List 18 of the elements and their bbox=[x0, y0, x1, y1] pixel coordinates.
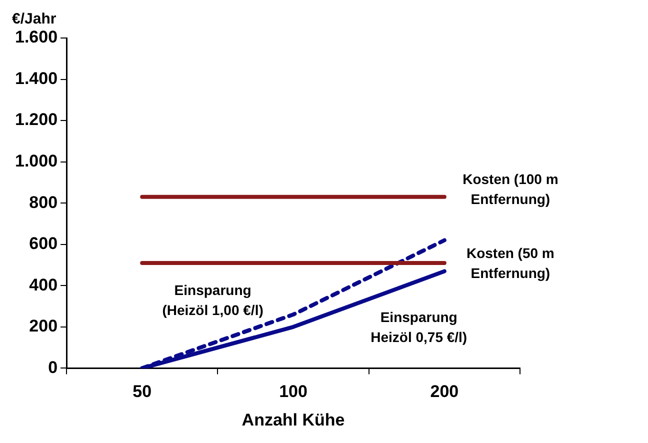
x-tick-label: 50 bbox=[132, 382, 152, 402]
y-tick-label: 1.200 bbox=[14, 110, 58, 130]
series-label: Einsparung Heizöl 0,75 €/l) bbox=[370, 308, 468, 345]
y-tick-label: 1.000 bbox=[14, 152, 58, 171]
y-tick-label: 800 bbox=[29, 192, 58, 212]
y-tick-label: 1.600 bbox=[14, 28, 58, 47]
series-label: Kosten (50 m Entfernung) bbox=[466, 244, 554, 281]
x-tick-label: 200 bbox=[430, 382, 459, 402]
x-tick-label: 100 bbox=[279, 382, 308, 402]
y-tick-label: 200 bbox=[29, 316, 58, 336]
y-tick-label: 0 bbox=[48, 358, 58, 377]
y-tick-label: 400 bbox=[29, 275, 58, 294]
y-axis-title: €/Jahr bbox=[12, 10, 56, 28]
series-label: Einsparung (Heizöl 1,00 €/l) bbox=[162, 282, 264, 318]
y-tick-label: 600 bbox=[29, 234, 58, 254]
y-tick-label: 1.400 bbox=[14, 68, 58, 88]
x-axis-title: Anzahl Kühe bbox=[242, 410, 345, 430]
series-label: Kosten (100 m Entfernung) bbox=[462, 170, 558, 207]
